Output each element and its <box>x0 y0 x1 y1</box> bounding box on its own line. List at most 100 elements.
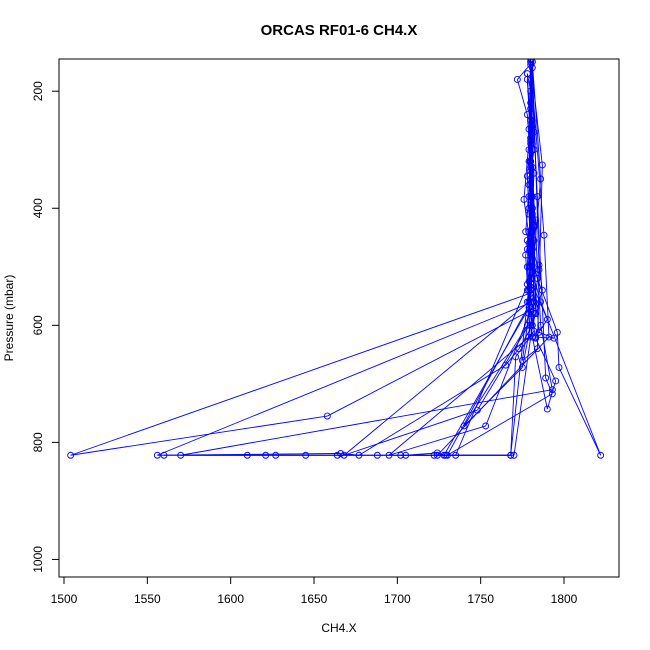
y-axis-label: Pressure (mbar) <box>2 275 16 362</box>
data-point <box>323 412 331 420</box>
x-ticks: 1500 1550 1600 1650 1700 1750 1800 <box>51 577 578 606</box>
data-point <box>272 451 280 459</box>
data-point <box>482 422 490 430</box>
chart-title: ORCAS RF01-6 CH4.X <box>261 22 418 39</box>
x-tick-label: 1600 <box>217 592 244 606</box>
series-line-segment <box>531 336 548 410</box>
data-point <box>520 196 528 203</box>
data-point <box>527 137 535 145</box>
y-tick-label: 1000 <box>31 546 45 573</box>
data-point <box>385 451 393 459</box>
data-point <box>537 175 545 183</box>
data-point <box>522 251 530 259</box>
data-point <box>555 364 563 371</box>
data-point <box>512 353 520 361</box>
series-line-segment <box>70 415 328 456</box>
data-point <box>530 327 538 335</box>
data-point <box>530 236 538 244</box>
data-point <box>532 310 540 318</box>
data-point <box>535 328 543 336</box>
data-point <box>538 286 546 294</box>
series-line-segment <box>446 301 532 456</box>
data-point <box>527 157 535 165</box>
data-point <box>525 277 533 285</box>
data-point <box>67 451 75 459</box>
data-point <box>502 361 510 369</box>
series-line-segment <box>343 301 530 456</box>
data-point <box>553 328 561 336</box>
data-point <box>525 146 533 154</box>
series-line-segment <box>516 79 528 115</box>
series-line-segment <box>447 393 553 456</box>
data-point <box>452 451 460 459</box>
series-group <box>67 59 605 459</box>
series-line-segment <box>157 301 533 456</box>
series-line-segment <box>530 59 535 332</box>
data-point <box>523 321 531 329</box>
data-point <box>532 216 540 224</box>
data-point <box>513 76 521 83</box>
series-line-segment <box>556 332 560 368</box>
data-point <box>527 201 535 209</box>
data-point <box>262 451 270 459</box>
series-line-segment <box>455 281 530 456</box>
x-tick-label: 1700 <box>384 592 411 606</box>
data-point <box>523 172 531 180</box>
y-tick-label: 800 <box>31 432 45 452</box>
data-point <box>433 451 441 459</box>
data-point <box>528 216 536 224</box>
data-point <box>527 59 535 63</box>
data-point <box>337 450 345 457</box>
data-point <box>528 193 536 200</box>
data-point <box>545 333 553 341</box>
data-point <box>523 111 531 119</box>
data-point <box>397 451 405 459</box>
data-point <box>518 364 526 371</box>
data-point <box>527 228 535 236</box>
series-line-segment <box>528 231 532 267</box>
series-line-segment <box>437 336 550 456</box>
data-point <box>597 451 605 459</box>
data-point <box>537 321 545 329</box>
data-point <box>527 298 535 306</box>
data-point <box>243 451 251 459</box>
data-point <box>525 210 533 218</box>
series-line-segment <box>510 356 517 456</box>
data-point <box>537 298 545 306</box>
series-line-segment <box>558 367 602 456</box>
data-point <box>548 386 556 394</box>
series-line-segment <box>515 330 535 358</box>
data-point <box>510 451 518 459</box>
x-axis-label: CH4.X <box>321 621 356 635</box>
data-point <box>525 310 533 318</box>
x-tick-label: 1650 <box>301 592 328 606</box>
data-point <box>515 345 523 353</box>
data-point <box>402 451 410 459</box>
data-point <box>530 223 538 231</box>
data-point <box>525 263 533 271</box>
series-line-segment <box>513 313 535 456</box>
data-point <box>527 87 535 95</box>
data-point <box>538 161 546 169</box>
series-line-segment <box>327 307 536 417</box>
data-point <box>528 122 536 130</box>
x-tick-label: 1750 <box>467 592 494 606</box>
data-point <box>525 333 533 341</box>
data-point <box>527 59 535 66</box>
data-point <box>460 422 468 430</box>
x-tick-label: 1550 <box>134 592 161 606</box>
data-point <box>355 451 363 459</box>
data-point <box>527 166 535 174</box>
data-point <box>533 275 541 282</box>
data-point <box>542 374 550 382</box>
y-tick-label: 400 <box>31 198 45 218</box>
data-point <box>532 334 540 342</box>
data-point <box>543 405 551 413</box>
series-line-segment <box>180 389 553 456</box>
series-line-segment <box>531 61 542 180</box>
series-line-segment <box>530 61 543 165</box>
series-line-segment <box>343 409 478 456</box>
data-point <box>160 451 168 459</box>
series-line-segment <box>358 364 506 456</box>
y-axis: 200 400 600 800 1000 <box>31 81 60 573</box>
